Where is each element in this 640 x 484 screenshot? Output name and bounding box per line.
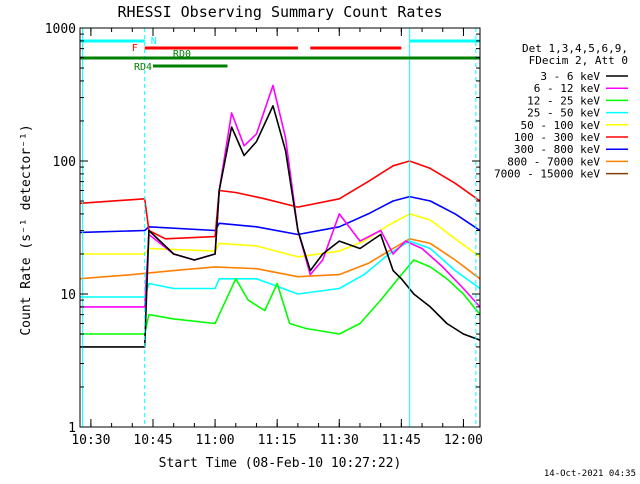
- state-bar-label-rd0: RD0: [173, 49, 191, 60]
- chart-title: RHESSI Observing Summary Count Rates: [117, 3, 442, 21]
- legend-label-2: 12 - 25 keV: [527, 94, 600, 107]
- x-tick-label-3: 11:15: [258, 433, 297, 448]
- series-line-3: [80, 240, 480, 298]
- series-line-4: [80, 213, 480, 258]
- legend-label-7: 800 - 7000 keV: [507, 155, 600, 168]
- x-tick-label-2: 11:00: [196, 433, 235, 448]
- plot-frame: [79, 27, 481, 428]
- x-tick-label-5: 11:45: [382, 433, 421, 448]
- footer-timestamp: 14-Oct-2021 04:35: [544, 469, 636, 479]
- attenuator-bars-layer: N F RD0 RD4: [80, 36, 480, 73]
- y-tick-label-2: 100: [53, 155, 76, 170]
- state-bar-label-n: N: [151, 36, 157, 47]
- legend-label-1: 6 - 12 keV: [534, 82, 601, 95]
- x-tick-label-6: 12:00: [444, 433, 483, 448]
- legend-label-0: 3 - 6 keV: [540, 70, 600, 83]
- legend-label-5: 100 - 300 keV: [514, 131, 600, 144]
- markers-layer: [82, 28, 477, 427]
- y-tick-label-3: 1000: [45, 22, 76, 37]
- y-axis-label: Count Rate (s⁻¹ detector⁻¹): [19, 124, 34, 335]
- y-tick-label-0: 1: [68, 421, 76, 436]
- series-line-0: [80, 105, 480, 348]
- series-line-6: [80, 195, 480, 236]
- series-line-7: [80, 238, 480, 280]
- state-bar-label-rd4: RD4: [134, 62, 152, 73]
- x-tick-label-0: 10:30: [71, 433, 110, 448]
- series-layer: [80, 84, 480, 348]
- legend-label-4: 50 - 100 keV: [521, 119, 601, 132]
- axes-layer: 10:30 10:45 11:00 11:15 11:30 11:45 12:00 1 10 10…: [45, 22, 483, 448]
- legend-label-8: 7000 - 15000 keV: [494, 168, 600, 181]
- y-tick-label-1: 10: [60, 288, 76, 303]
- series-line-2: [80, 259, 480, 335]
- x-tick-label-4: 11:30: [320, 433, 359, 448]
- legend-label-6: 300 - 800 keV: [514, 143, 600, 156]
- legend-label-3: 25 - 50 keV: [527, 107, 600, 120]
- state-bar-label-f: F: [132, 43, 138, 54]
- legend-header-line-1: Det 1,3,4,5,6,9,: [522, 42, 628, 55]
- legend-header-line-2: FDecim 2, Att 0: [529, 54, 628, 67]
- x-tick-label-1: 10:45: [133, 433, 172, 448]
- series-line-5: [80, 160, 480, 240]
- x-axis-label: Start Time (08-Feb-10 10:27:22): [159, 456, 402, 471]
